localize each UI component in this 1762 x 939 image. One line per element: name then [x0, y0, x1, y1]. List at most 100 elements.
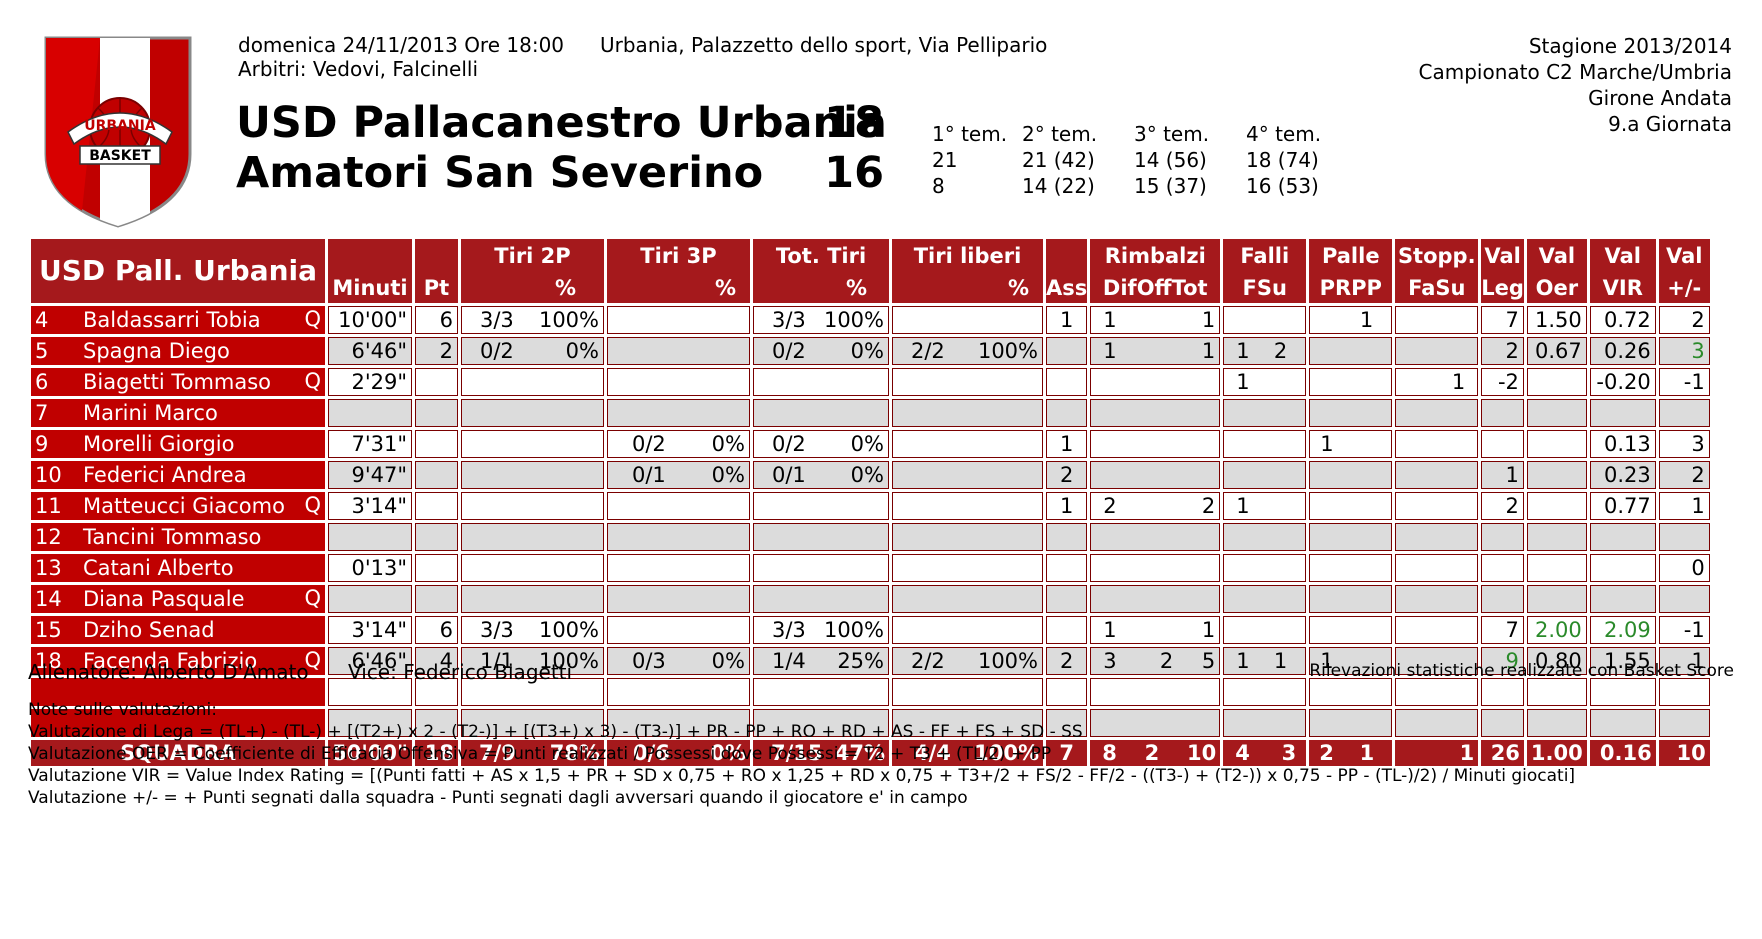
player-name-cell: 11 Matteucci Giacomo Q [31, 492, 325, 520]
total-rimbalzi: 8 2 10 [1090, 740, 1221, 766]
t2-header: Tiri 2P% [461, 239, 604, 303]
cell-t2: 1/1 [480, 649, 514, 673]
cell-ass [1046, 554, 1088, 582]
player-name-cell: 7 Marini Marco [31, 399, 325, 427]
cell-tl [892, 399, 1043, 427]
cell-oer [1526, 368, 1587, 396]
cell-tot [753, 709, 889, 737]
quarter-away-2: 14 (22) [1022, 174, 1095, 198]
cell-off [1131, 307, 1173, 333]
table-row: 13 Catani Alberto 0'13" 0 [31, 554, 1710, 582]
cell-stopp: 1 [1395, 368, 1479, 396]
minuti-header: Minuti [328, 239, 412, 303]
cell-tot [753, 492, 889, 520]
cell-vir [1589, 678, 1656, 706]
rimbalzi-header: Rimbalzi DifOffTot [1090, 239, 1221, 303]
player-number: 5 [35, 339, 49, 363]
box-score-table: USD Pall. Urbania Minuti Pt Tiri 2P% Tir… [28, 236, 1713, 769]
cell-ass [1046, 616, 1088, 644]
cell-oer [1526, 585, 1587, 613]
cell-pm [1658, 399, 1710, 427]
quarter-label-2: 2° tem. [1022, 122, 1098, 146]
cell-tl: 2/2 [911, 649, 945, 673]
cell-ass: 2 [1046, 461, 1088, 489]
cell-stopp [1395, 399, 1479, 427]
cell-tl [892, 585, 1043, 613]
cell-stopp [1395, 523, 1479, 551]
quarter-away-4: 16 (53) [1246, 174, 1319, 198]
player-number: 11 [35, 494, 62, 518]
cell-rtot: 1 [1201, 308, 1216, 332]
cell-tot: 0/2 0% [753, 430, 889, 458]
table-row: 7 Marini Marco [31, 399, 1710, 427]
cell-palle: 1 [1309, 647, 1393, 675]
cell-rimbalzi [1090, 461, 1221, 489]
cell-leg [1481, 709, 1524, 737]
cell-min [328, 585, 412, 613]
table-header-row: USD Pall. Urbania Minuti Pt Tiri 2P% Tir… [31, 239, 1710, 303]
cell-pr: 1 [1320, 649, 1334, 673]
player-name-cell: 10 Federici Andrea [31, 461, 325, 489]
cell-t2 [461, 554, 604, 582]
cell-min: 3'14" [328, 492, 412, 520]
cell-falli [1223, 585, 1307, 613]
total-tot: 7/15 47% [753, 740, 889, 766]
cell-f: 1 [1236, 494, 1250, 518]
cell-oer [1526, 709, 1587, 737]
cell-tot [753, 678, 889, 706]
player-name-cell [31, 709, 325, 737]
cell-dif: 1 [1103, 339, 1117, 363]
player-name-cell: 13 Catani Alberto [31, 554, 325, 582]
cell-leg: -2 [1481, 368, 1524, 396]
cell-pm: -1 [1658, 616, 1710, 644]
player-number: 12 [35, 525, 62, 549]
cell-tot [753, 523, 889, 551]
t3-header: Tiri 3P% [607, 239, 750, 303]
player-name: Diana Pasquale [83, 587, 245, 611]
cell-t2: 0/2 0% [461, 337, 604, 365]
cell-t2 [461, 461, 604, 489]
cell-t3 [607, 306, 750, 334]
cell-dif: 1 [1103, 308, 1117, 332]
team-label: USD Pall. Urbania [38, 254, 318, 287]
cell-oer [1526, 554, 1587, 582]
cell-ass: 1 [1046, 430, 1088, 458]
cell-t3: 0/2 [632, 432, 666, 456]
cell-pm: 1 [1658, 647, 1710, 675]
cell-tot: 1/4 25% [753, 647, 889, 675]
cell-t2 [461, 678, 604, 706]
table-row [31, 678, 1710, 706]
cell-falli: 1 [1223, 492, 1307, 520]
cell-tl [892, 678, 1043, 706]
cell-stopp [1395, 554, 1479, 582]
cell-min [328, 678, 412, 706]
cell-stopp [1395, 647, 1479, 675]
cell-totp: 0% [850, 463, 884, 487]
cell-t2 [461, 709, 604, 737]
quarter-away-1: 8 [932, 174, 945, 198]
cell-falli [1223, 461, 1307, 489]
note-line-vir: Valutazione VIR = Value Index Rating = [… [28, 766, 1576, 786]
cell-tot: 0/1 0% [753, 461, 889, 489]
quarter-home-4: 18 (74) [1246, 148, 1319, 172]
cell-palle [1309, 523, 1393, 551]
cell-palle [1309, 616, 1393, 644]
cell-ass: 1 [1046, 306, 1088, 334]
cell-t3: 0/3 0% [607, 647, 750, 675]
cell-pt [415, 492, 458, 520]
table-row: 10 Federici Andrea 9'47" 0/1 0% 0/1 0% 2 1 0.23 2 [31, 461, 1710, 489]
cell-pm [1658, 709, 1710, 737]
player-number: 18 [35, 649, 62, 673]
quarter-home-3: 14 (56) [1134, 148, 1207, 172]
cell-stopp [1395, 709, 1479, 737]
cell-oer [1526, 678, 1587, 706]
cell-falli [1223, 709, 1307, 737]
cell-falli [1223, 399, 1307, 427]
player-name: Facenda Fabrizio [83, 649, 258, 673]
cell-rimbalzi [1090, 585, 1221, 613]
player-name-cell: 5 Spagna Diego [31, 337, 325, 365]
